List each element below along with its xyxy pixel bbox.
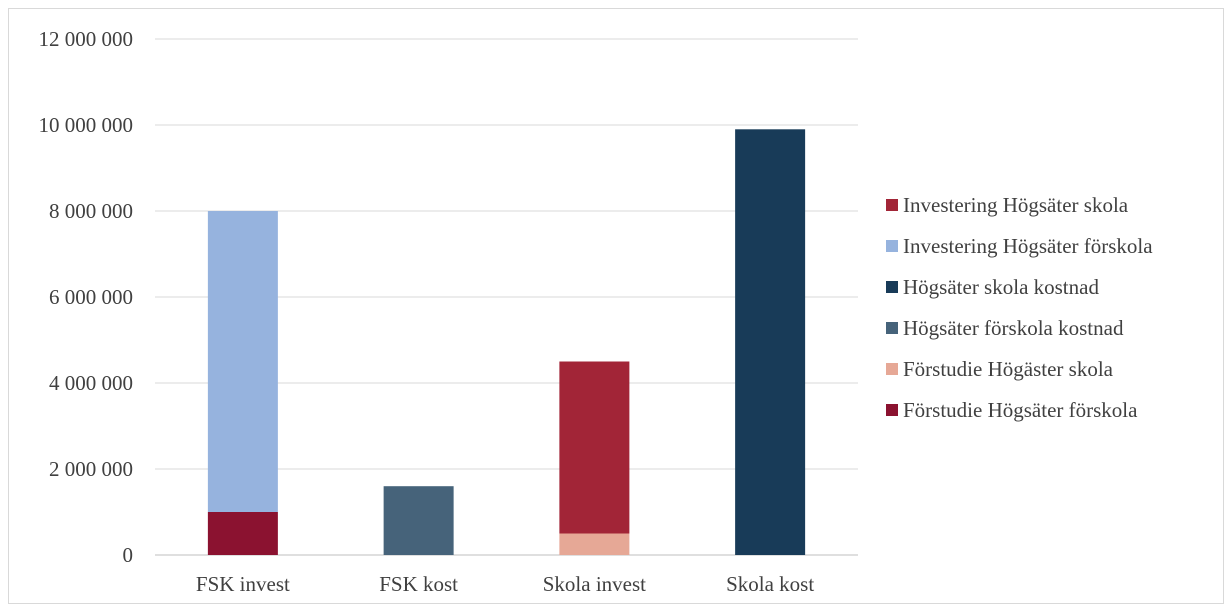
legend-item: Förstudie Högäster skola: [886, 357, 1114, 381]
bar-fsk-invest-forstudie-hogsater-forskola: [207, 512, 278, 555]
legend-swatch: [886, 363, 898, 375]
legend-item: Förstudie Högsäter förskola: [886, 398, 1138, 422]
bar-skola-invest-forstudie-hogaster-skola: [559, 533, 630, 555]
legend-label: Högsäter skola kostnad: [903, 275, 1099, 299]
bar-fsk-invest-investering-hogsater-forskola: [207, 211, 278, 512]
y-tick-label: 6 000 000: [49, 285, 133, 309]
bar-skola-kost-hogsater-skola-kostnad: [735, 129, 806, 556]
legend-swatch: [886, 240, 898, 252]
legend-item: Högsäter förskola kostnad: [886, 316, 1124, 340]
bars: [207, 129, 806, 556]
legend-label: Högsäter förskola kostnad: [903, 316, 1124, 340]
legend-label: Investering Högsäter skola: [903, 193, 1129, 217]
legend-swatch: [886, 404, 898, 416]
x-axis-ticks: FSK invest FSK kost Skola invest Skola kost: [196, 572, 814, 596]
legend-item: Investering Högsäter skola: [886, 193, 1129, 217]
y-axis-ticks: 0 2 000 000 4 000 000 6 000 000 8 000 000 10 …: [39, 27, 134, 567]
legend-label: Förstudie Högäster skola: [903, 357, 1114, 381]
x-tick-label: Skola kost: [726, 572, 814, 596]
y-tick-label: 2 000 000: [49, 457, 133, 481]
legend-swatch: [886, 322, 898, 334]
legend-swatch: [886, 281, 898, 293]
y-tick-label: 8 000 000: [49, 199, 133, 223]
legend-label: Investering Högsäter förskola: [903, 234, 1153, 258]
y-tick-label: 0: [123, 543, 134, 567]
y-tick-label: 4 000 000: [49, 371, 133, 395]
x-tick-label: FSK invest: [196, 572, 290, 596]
bar-skola-invest-investering-hogsater-skola: [559, 361, 630, 534]
bar-fsk-kost-hogsater-forskola-kostnad: [383, 486, 454, 555]
x-tick-label: FSK kost: [379, 572, 458, 596]
legend-label: Förstudie Högsäter förskola: [903, 398, 1138, 422]
legend: Investering Högsäter skola Investering Hö…: [886, 193, 1153, 422]
legend-item: Investering Högsäter förskola: [886, 234, 1153, 258]
x-tick-label: Skola invest: [543, 572, 646, 596]
y-tick-label: 10 000 000: [39, 113, 134, 137]
legend-item: Högsäter skola kostnad: [886, 275, 1099, 299]
legend-swatch: [886, 199, 898, 211]
y-tick-label: 12 000 000: [39, 27, 134, 51]
